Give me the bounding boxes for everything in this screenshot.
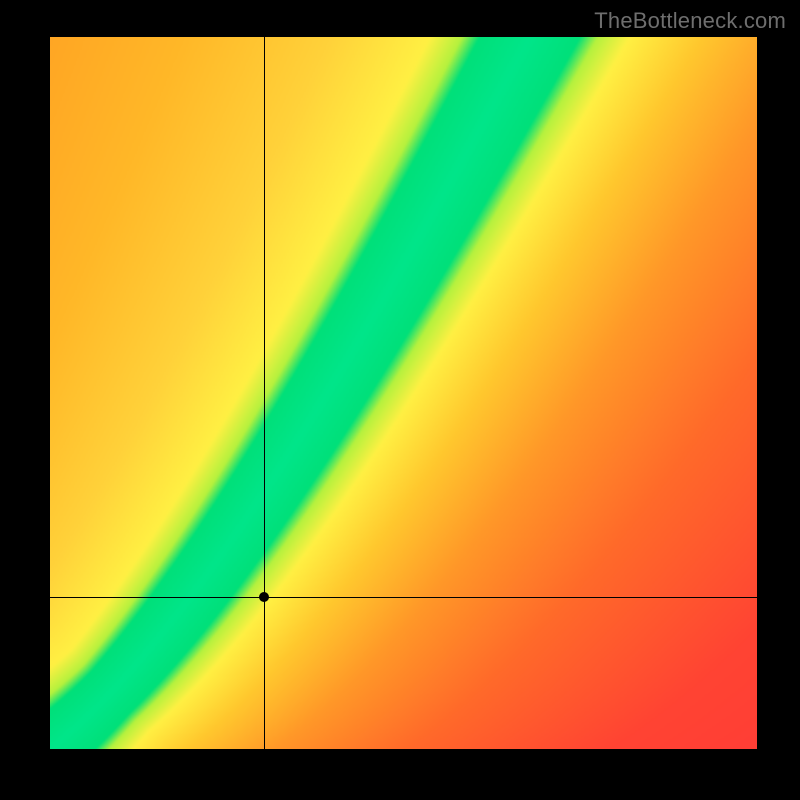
heatmap-canvas (50, 37, 757, 749)
crosshair-vertical (264, 37, 265, 749)
chart-container: TheBottleneck.com (0, 0, 800, 800)
heatmap-plot (50, 37, 757, 749)
watermark-text: TheBottleneck.com (594, 8, 786, 34)
crosshair-horizontal (50, 597, 757, 598)
marker-dot (259, 592, 269, 602)
